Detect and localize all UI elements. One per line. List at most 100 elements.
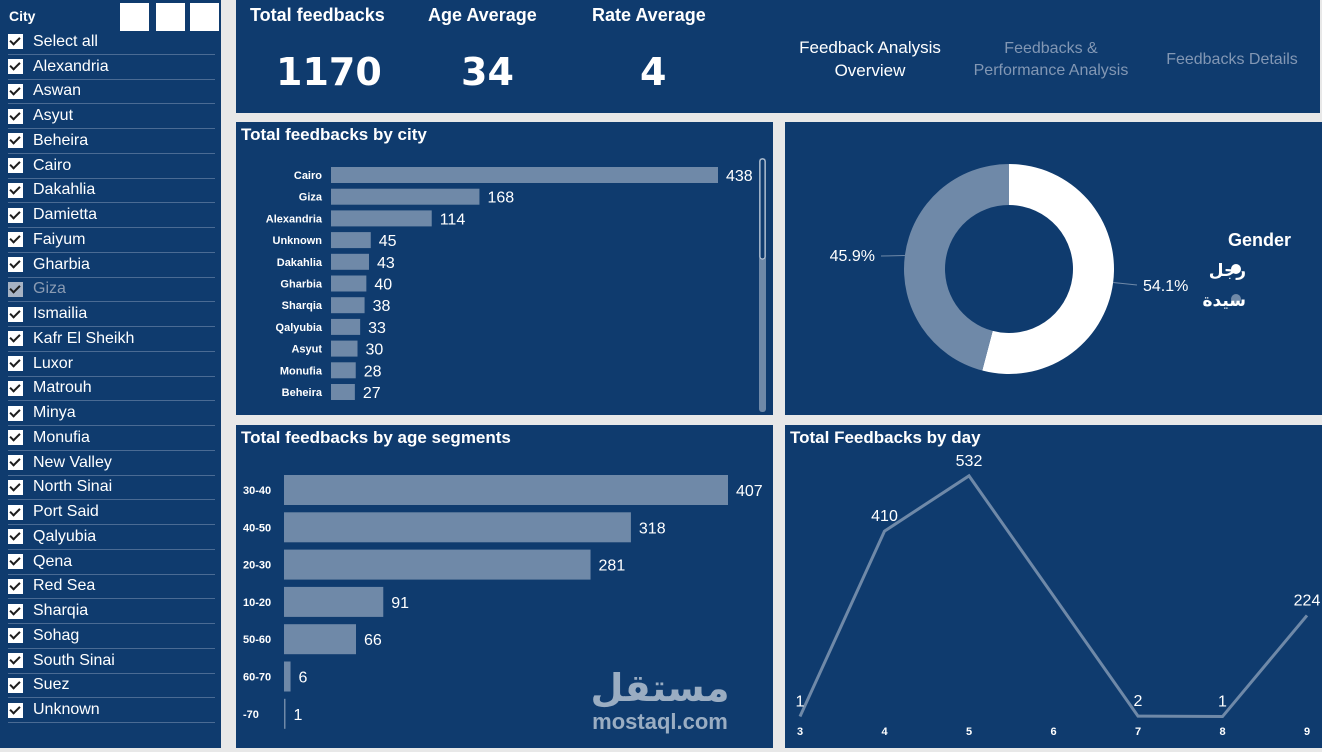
slicer-item[interactable]: Minya xyxy=(8,401,215,426)
age-bar[interactable] xyxy=(284,475,728,505)
slicer-item[interactable]: Port Said xyxy=(8,500,215,525)
slicer-item[interactable]: Dakahlia xyxy=(8,179,215,204)
city-scrollbar-thumb[interactable] xyxy=(759,158,766,260)
age-bar[interactable] xyxy=(284,624,356,655)
nav-performance-button[interactable]: Feedbacks & Performance Analysis xyxy=(960,38,1142,82)
checkbox-checked-icon[interactable] xyxy=(8,306,23,322)
slicer-item[interactable]: Gharbia xyxy=(8,253,215,278)
slicer-item[interactable]: Qalyubia xyxy=(8,525,215,550)
slicer-item-label: Faiyum xyxy=(33,230,86,248)
donut-value-label: 54.1% xyxy=(1143,278,1188,295)
slicer-item[interactable]: Alexandria xyxy=(8,55,215,80)
slicer-tool-button[interactable] xyxy=(190,3,219,31)
checkbox-checked-icon[interactable] xyxy=(8,158,23,174)
checkbox-checked-icon[interactable] xyxy=(8,356,23,372)
checkbox-checked-icon[interactable] xyxy=(8,34,23,50)
slicer-item[interactable]: Ismailia xyxy=(8,302,215,327)
nav-overview-button[interactable]: Feedback Analysis Overview xyxy=(784,36,956,82)
kpi-header: Total feedbacks 1170 Age Average 34 Rate… xyxy=(236,0,1320,113)
slicer-item[interactable]: Faiyum xyxy=(8,228,215,253)
city-bar[interactable] xyxy=(331,340,358,357)
checkbox-checked-icon[interactable] xyxy=(8,232,23,248)
city-bar[interactable] xyxy=(331,253,369,270)
checkbox-checked-icon[interactable] xyxy=(8,133,23,149)
checkbox-checked-icon[interactable] xyxy=(8,108,23,124)
slicer-item[interactable]: Sharqia xyxy=(8,599,215,624)
checkbox-checked-icon[interactable] xyxy=(8,430,23,446)
day-tick-label: 5 xyxy=(966,726,972,738)
age-value-label: 281 xyxy=(599,558,626,575)
age-category-label: 10-20 xyxy=(243,597,271,609)
city-bar[interactable] xyxy=(331,384,355,400)
checkbox-checked-icon[interactable] xyxy=(8,257,23,273)
slicer-item[interactable]: Monufia xyxy=(8,426,215,451)
slicer-item[interactable]: Asyut xyxy=(8,104,215,129)
slicer-item[interactable]: Red Sea xyxy=(8,575,215,600)
city-bar[interactable] xyxy=(331,362,356,379)
slicer-item[interactable]: Luxor xyxy=(8,352,215,377)
checkbox-checked-icon[interactable] xyxy=(8,83,23,99)
age-bar[interactable] xyxy=(284,586,384,617)
nav-details-button[interactable]: Feedbacks Details xyxy=(1152,48,1312,71)
slicer-item[interactable]: North Sinai xyxy=(8,476,215,501)
slicer-item[interactable]: Damietta xyxy=(8,203,215,228)
slicer-tool-button[interactable] xyxy=(120,3,149,31)
age-bar[interactable] xyxy=(284,661,291,692)
city-category-label: Monufia xyxy=(280,365,323,377)
city-bar[interactable] xyxy=(331,318,361,335)
checkbox-checked-icon[interactable] xyxy=(8,578,23,594)
donut-slice[interactable] xyxy=(982,164,1114,374)
checkbox-checked-icon[interactable] xyxy=(8,380,23,396)
city-bar[interactable] xyxy=(331,210,432,227)
slicer-tool-button[interactable] xyxy=(156,3,185,31)
legend-label[interactable]: سيدة xyxy=(1202,291,1246,310)
slicer-item-label: Damietta xyxy=(33,206,98,224)
slicer-item-label: South Sinai xyxy=(33,651,115,669)
checkbox-checked-icon[interactable] xyxy=(8,405,23,421)
checkbox-checked-icon[interactable] xyxy=(8,653,23,669)
checkbox-checked-icon[interactable] xyxy=(8,677,23,693)
legend-title: Gender xyxy=(1228,230,1291,250)
mostaql-watermark: مستقل mostaql.com xyxy=(591,668,730,734)
slicer-item[interactable]: South Sinai xyxy=(8,649,215,674)
checkbox-checked-icon[interactable] xyxy=(8,529,23,545)
age-bar[interactable] xyxy=(284,512,631,543)
checkbox-checked-icon[interactable] xyxy=(8,455,23,471)
city-bar[interactable] xyxy=(331,232,371,249)
slicer-item[interactable]: Cairo xyxy=(8,154,215,179)
checkbox-checked-icon[interactable] xyxy=(8,59,23,75)
checkbox-checked-icon[interactable] xyxy=(8,207,23,223)
slicer-item[interactable]: Suez xyxy=(8,674,215,699)
slicer-item[interactable]: Kafr El Sheikh xyxy=(8,327,215,352)
day-point-label: 224 xyxy=(1294,592,1321,609)
city-bar[interactable] xyxy=(331,167,718,183)
total-feedbacks-label: Total feedbacks xyxy=(250,5,385,25)
day-series-line[interactable] xyxy=(798,473,1309,719)
slicer-item[interactable]: Select all xyxy=(8,30,215,55)
age-bar[interactable] xyxy=(284,549,591,580)
checkbox-checked-icon[interactable] xyxy=(8,603,23,619)
checkbox-checked-icon[interactable] xyxy=(8,702,23,718)
city-bar[interactable] xyxy=(331,188,480,205)
legend-label[interactable]: رجل xyxy=(1209,261,1246,280)
slicer-item[interactable]: Aswan xyxy=(8,80,215,105)
checkbox-checked-icon[interactable] xyxy=(8,479,23,495)
slicer-item[interactable]: Sohag xyxy=(8,624,215,649)
slicer-item[interactable]: Giza xyxy=(8,278,215,303)
slicer-item[interactable]: Qena xyxy=(8,550,215,575)
checkbox-checked-icon[interactable] xyxy=(8,628,23,644)
checkbox-checked-icon[interactable] xyxy=(8,182,23,198)
slicer-item[interactable]: New Valley xyxy=(8,451,215,476)
legend-marker-icon xyxy=(1231,264,1241,274)
city-bar[interactable] xyxy=(331,275,367,292)
slicer-item[interactable]: Beheira xyxy=(8,129,215,154)
donut-slice[interactable] xyxy=(904,164,1009,371)
slicer-item[interactable]: Unknown xyxy=(8,698,215,723)
checkbox-checked-icon[interactable] xyxy=(8,281,23,297)
city-bar[interactable] xyxy=(331,297,365,314)
slicer-item[interactable]: Matrouh xyxy=(8,377,215,402)
checkbox-checked-icon[interactable] xyxy=(8,554,23,570)
checkbox-checked-icon[interactable] xyxy=(8,331,23,347)
checkbox-checked-icon[interactable] xyxy=(8,504,23,520)
age-bar[interactable] xyxy=(284,698,286,729)
